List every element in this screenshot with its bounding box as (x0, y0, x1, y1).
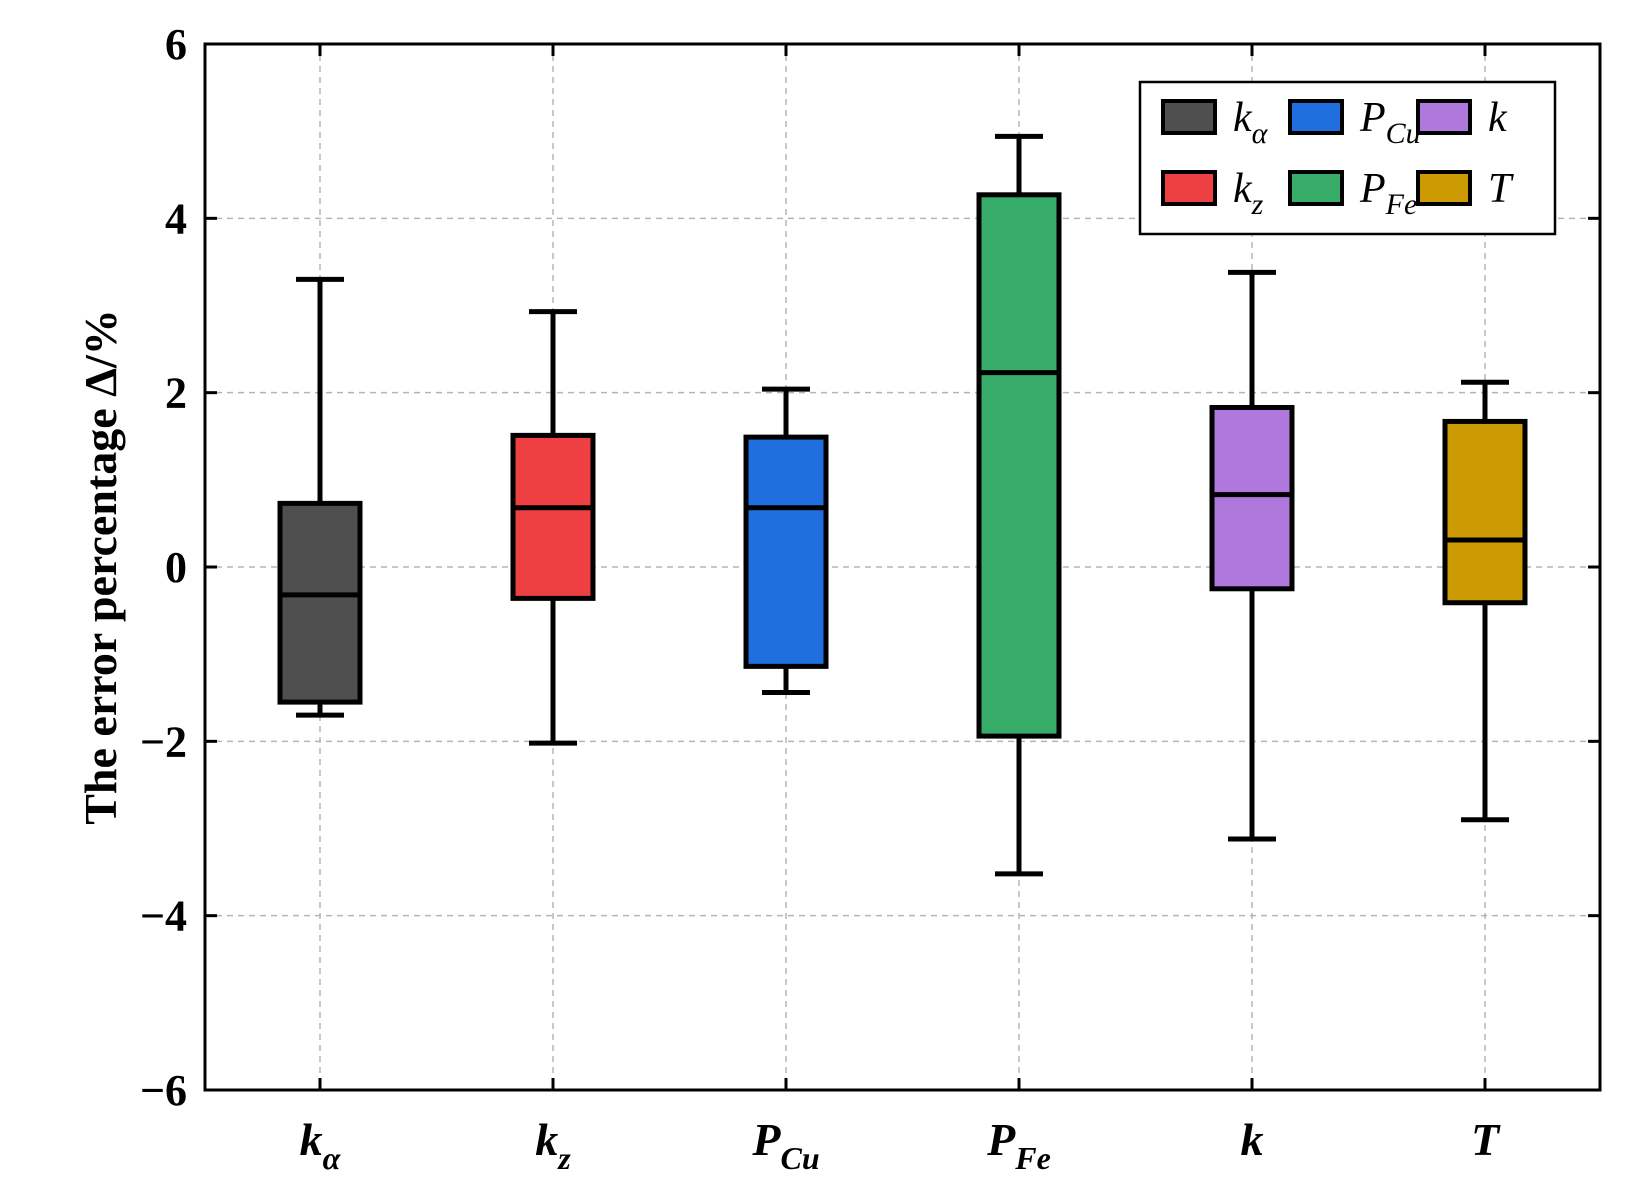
legend-label-main: P (1359, 95, 1386, 141)
x-tick-label-main: P (751, 1114, 781, 1165)
legend-label: T (1488, 166, 1514, 212)
x-tick-label: k (1241, 1114, 1264, 1165)
legend-entry: kα (1161, 95, 1269, 150)
box-1 (277, 276, 363, 718)
legend-label: PFe (1359, 166, 1417, 221)
x-tick-label-main: k (300, 1114, 323, 1165)
box-4 (976, 133, 1062, 877)
x-tick-label-main: T (1471, 1114, 1501, 1165)
legend-entry: PFe (1288, 166, 1417, 221)
legend-label-main: k (1488, 95, 1508, 141)
iqr-box (743, 434, 829, 669)
legend-label: k (1488, 95, 1508, 141)
y-tick-label: −6 (140, 1066, 187, 1115)
x-tick-label: kz (535, 1114, 571, 1176)
iqr-box (510, 432, 596, 601)
x-tick-label: PFe (986, 1114, 1051, 1176)
iqr-box (1442, 418, 1528, 606)
iqr-box (1209, 404, 1295, 592)
iqr-box (277, 500, 363, 705)
y-axis-title: The error percentage Δ/% (75, 309, 126, 825)
legend-swatch (1416, 99, 1472, 135)
y-tick-label: −4 (140, 892, 187, 941)
legend-swatch (1161, 170, 1217, 206)
legend-label-sub: Cu (1386, 117, 1421, 150)
x-tick-label-sub: z (557, 1140, 571, 1176)
legend-swatch (1288, 99, 1344, 135)
box-3 (743, 386, 829, 696)
legend-swatch (1416, 170, 1472, 206)
legend-label-sub: α (1252, 117, 1269, 150)
box-6 (1442, 379, 1528, 823)
box-layer (277, 133, 1528, 877)
box-2 (510, 309, 596, 746)
legend-entry: PCu (1288, 95, 1421, 150)
legend: kα PCu kkz PFe T (1138, 80, 1557, 236)
legend-label-main: P (1359, 166, 1386, 212)
legend-label-main: T (1488, 166, 1514, 212)
legend-label-main: k (1233, 166, 1253, 212)
legend-swatch (1288, 170, 1344, 206)
x-tick-label: kα (300, 1114, 342, 1176)
legend-label: kα (1233, 95, 1269, 150)
legend-swatch (1161, 99, 1217, 135)
legend-label-main: k (1233, 95, 1253, 141)
legend-entry: k (1416, 95, 1508, 141)
box-5 (1209, 269, 1295, 842)
y-tick-label: 4 (165, 194, 187, 243)
y-tick-label: 2 (165, 369, 187, 418)
x-tick-label-main: k (535, 1114, 558, 1165)
x-tick-label: T (1471, 1114, 1501, 1165)
y-tick-label: −2 (140, 717, 187, 766)
legend-label: PCu (1359, 95, 1421, 150)
y-tick-label: 0 (165, 543, 187, 592)
legend-entry: kz (1161, 166, 1264, 221)
x-tick-label-main: P (986, 1114, 1016, 1165)
x-tick-label-sub: α (323, 1140, 342, 1176)
iqr-box (976, 192, 1062, 739)
y-tick-label: 6 (165, 20, 187, 69)
x-tick-label-sub: Fe (1014, 1140, 1051, 1176)
legend-label-sub: Fe (1385, 188, 1418, 221)
legend-label-sub: z (1251, 188, 1264, 221)
legend-entry: T (1416, 166, 1514, 212)
x-tick-label-sub: Cu (780, 1140, 819, 1176)
x-tick-label: PCu (751, 1114, 819, 1176)
legend-label: kz (1233, 166, 1264, 221)
x-tick-label-main: k (1241, 1114, 1264, 1165)
